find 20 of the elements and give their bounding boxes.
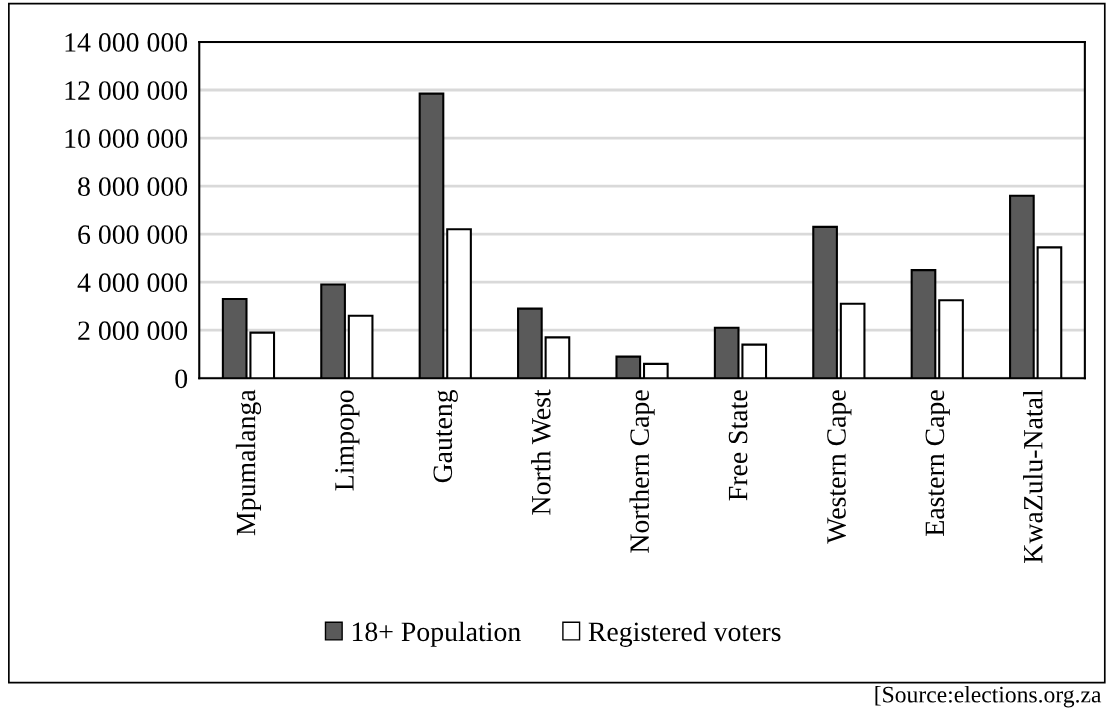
x-tick-label: KwaZulu-Natal	[1023, 389, 1043, 563]
legend-label: Registered voters	[588, 621, 781, 647]
x-tick-label: Eastern Cape	[925, 390, 950, 536]
text: [Source:elections.org.za	[875, 685, 1102, 708]
x-tick-label: Northern Cape	[629, 390, 655, 553]
y-tick-label: 14 000 000	[65, 33, 188, 52]
x-tick-label: North West	[531, 389, 551, 515]
y-tick-label: 10 000 000	[65, 129, 188, 148]
x-tick-label: Gauteng	[433, 389, 458, 483]
y-tick-label: 6 000 000	[78, 225, 188, 245]
y-tick-label: 12 000 000	[65, 81, 188, 100]
x-tick-label: Mpumalanga	[235, 389, 262, 536]
x-tick-label: Limpopo	[335, 390, 360, 491]
legend-label: 18+ Population	[352, 621, 521, 647]
x-tick-label: Western Cape	[827, 390, 852, 544]
y-tick-label: 4 000 000	[77, 273, 188, 293]
x-tick-label: Free State	[728, 390, 748, 501]
y-tick-label: 0	[175, 369, 188, 389]
y-tick-label: 2 000 000	[78, 321, 188, 341]
y-tick-label: 8 000 000	[78, 177, 188, 196]
